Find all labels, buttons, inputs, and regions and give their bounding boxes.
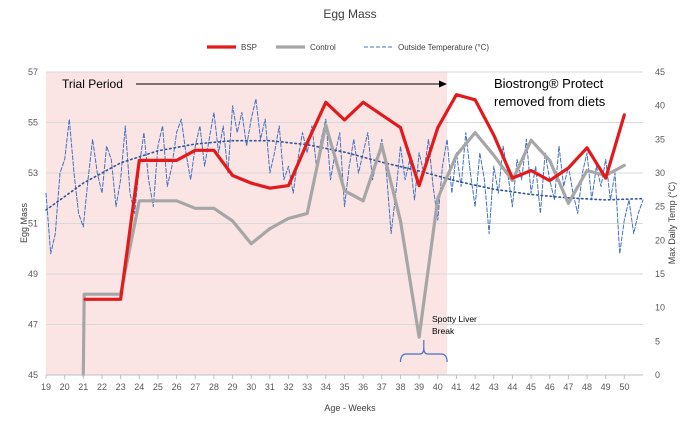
x-tick-label-27: 27 (190, 382, 200, 392)
x-tick-label-43: 43 (489, 382, 499, 392)
x-tick-label-20: 20 (60, 382, 70, 392)
x-tick-label-34: 34 (321, 382, 331, 392)
x-tick-label-32: 32 (284, 382, 294, 392)
y-tick-label-49: 49 (28, 269, 38, 279)
x-tick-label-40: 40 (433, 382, 443, 392)
chart-title: Egg Mass (323, 7, 376, 21)
y2-tick-label-25: 25 (655, 202, 665, 212)
x-tick-label-31: 31 (265, 382, 275, 392)
x-tick-label-36: 36 (358, 382, 368, 392)
legend: BSP Control Outside Temperature (°C) (207, 43, 489, 52)
y2-tick-label-20: 20 (655, 235, 665, 245)
y2-tick-label-15: 15 (655, 269, 665, 279)
y2-tick-label-45: 45 (655, 67, 665, 77)
x-tick-label-39: 39 (414, 382, 424, 392)
x-tick-label-33: 33 (302, 382, 312, 392)
x-tick-label-23: 23 (116, 382, 126, 392)
x-tick-label-24: 24 (134, 382, 144, 392)
legend-label-bsp: BSP (241, 43, 257, 52)
trial-period-arrowhead (439, 80, 447, 88)
x-tick-label-41: 41 (451, 382, 461, 392)
x-tick-label-44: 44 (507, 382, 517, 392)
x-tick-label-50: 50 (619, 382, 629, 392)
x-tick-label-48: 48 (582, 382, 592, 392)
x-tick-label-45: 45 (526, 382, 536, 392)
legend-label-temperature: Outside Temperature (°C) (398, 43, 489, 52)
x-tick-label-47: 47 (563, 382, 573, 392)
y2-tick-label-10: 10 (655, 303, 665, 313)
removed-label-line2: removed from diets (494, 94, 606, 109)
x-tick-label-49: 49 (601, 382, 611, 392)
y2-tick-label-5: 5 (655, 336, 660, 346)
temperature-series-line (45, 98, 644, 255)
y-tick-label-45: 45 (28, 370, 38, 380)
x-tick-label-42: 42 (470, 382, 480, 392)
y-tick-label-51: 51 (28, 219, 38, 229)
trial-period-label: Trial Period (62, 77, 123, 91)
y2-tick-label-40: 40 (655, 101, 665, 111)
control-series-line (81, 123, 626, 377)
y-axis-title: Egg Mass (19, 202, 29, 243)
y-tick-label-57: 57 (28, 67, 38, 77)
legend-label-control: Control (310, 43, 336, 52)
x-tick-label-26: 26 (172, 382, 182, 392)
x-tick-label-21: 21 (78, 382, 88, 392)
x-tick-label-37: 37 (377, 382, 387, 392)
x-tick-label-28: 28 (209, 382, 219, 392)
spotty-liver-label-line1: Spotty Liver (432, 314, 477, 324)
spotty-liver-label-line2: Break (432, 326, 455, 336)
x-tick-label-19: 19 (41, 382, 51, 392)
y-tick-label-55: 55 (28, 118, 38, 128)
x-tick-label-29: 29 (228, 382, 238, 392)
y2-axis-title: Max Daily Temp (°C) (667, 182, 677, 264)
x-tick-label-35: 35 (339, 382, 349, 392)
bsp-series-line (83, 93, 626, 301)
removed-label-line1: Biostrong® Protect (494, 76, 604, 91)
x-tick-label-38: 38 (395, 382, 405, 392)
temperature-trendline (45, 139, 644, 211)
y-tick-label-47: 47 (28, 320, 38, 330)
y2-tick-label-35: 35 (655, 134, 665, 144)
y-tick-label-53: 53 (28, 168, 38, 178)
x-tick-label-22: 22 (97, 382, 107, 392)
x-tick-label-25: 25 (153, 382, 163, 392)
y2-tick-label-30: 30 (655, 168, 665, 178)
x-tick-label-30: 30 (246, 382, 256, 392)
x-axis-title: Age - Weeks (324, 403, 376, 413)
y2-tick-label-0: 0 (655, 370, 660, 380)
x-tick-label-46: 46 (545, 382, 555, 392)
